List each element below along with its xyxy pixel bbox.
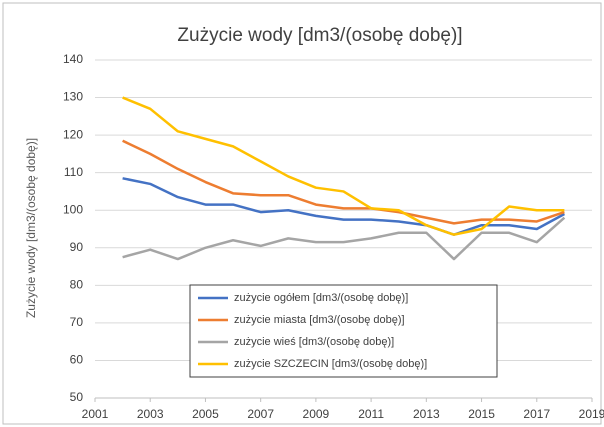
y-tick-label: 50 xyxy=(70,390,84,404)
x-tick-label: 2001 xyxy=(82,407,109,421)
y-tick-label: 100 xyxy=(63,202,83,216)
y-tick-label: 70 xyxy=(70,315,84,329)
series-line xyxy=(122,96,565,236)
y-tick-label: 120 xyxy=(63,127,83,141)
x-tick-label: 2015 xyxy=(468,407,495,421)
legend-label: zużycie ogółem [dm3/(osobę dobę)] xyxy=(234,292,408,304)
series-line xyxy=(122,139,565,225)
x-tick-label: 2017 xyxy=(523,407,550,421)
x-tick-label: 2013 xyxy=(413,407,440,421)
legend-label: zużycie wieś [dm3/(osobę dobę)] xyxy=(234,336,394,348)
legend-label: zużycie SZCZECIN [dm3/(osobę dobę)] xyxy=(234,358,427,370)
y-axis-label: Zużycie wody [dm3/(osobę dobę)] xyxy=(24,138,38,318)
y-tick-label: 60 xyxy=(70,353,84,367)
x-tick-label: 2007 xyxy=(247,407,274,421)
y-tick-label: 110 xyxy=(64,165,83,179)
y-tick-label: 80 xyxy=(70,278,84,292)
x-tick-label: 2019 xyxy=(579,407,604,421)
series-line xyxy=(122,177,565,236)
y-tick-label: 140 xyxy=(63,52,83,66)
x-tick-label: 2005 xyxy=(192,407,219,421)
y-tick-label: 130 xyxy=(63,90,83,104)
x-tick-label: 2003 xyxy=(137,407,164,421)
x-tick-label: 2011 xyxy=(358,407,384,421)
series-line xyxy=(122,216,566,261)
x-tick-label: 2009 xyxy=(303,407,330,421)
legend-box xyxy=(189,284,498,378)
legend-label: zużycie miasta [dm3/(osobę dobę)] xyxy=(234,314,405,326)
chart-title: Zużycie wody [dm3/(osobę dobę)] xyxy=(177,25,462,46)
y-tick-label: 90 xyxy=(70,240,84,254)
